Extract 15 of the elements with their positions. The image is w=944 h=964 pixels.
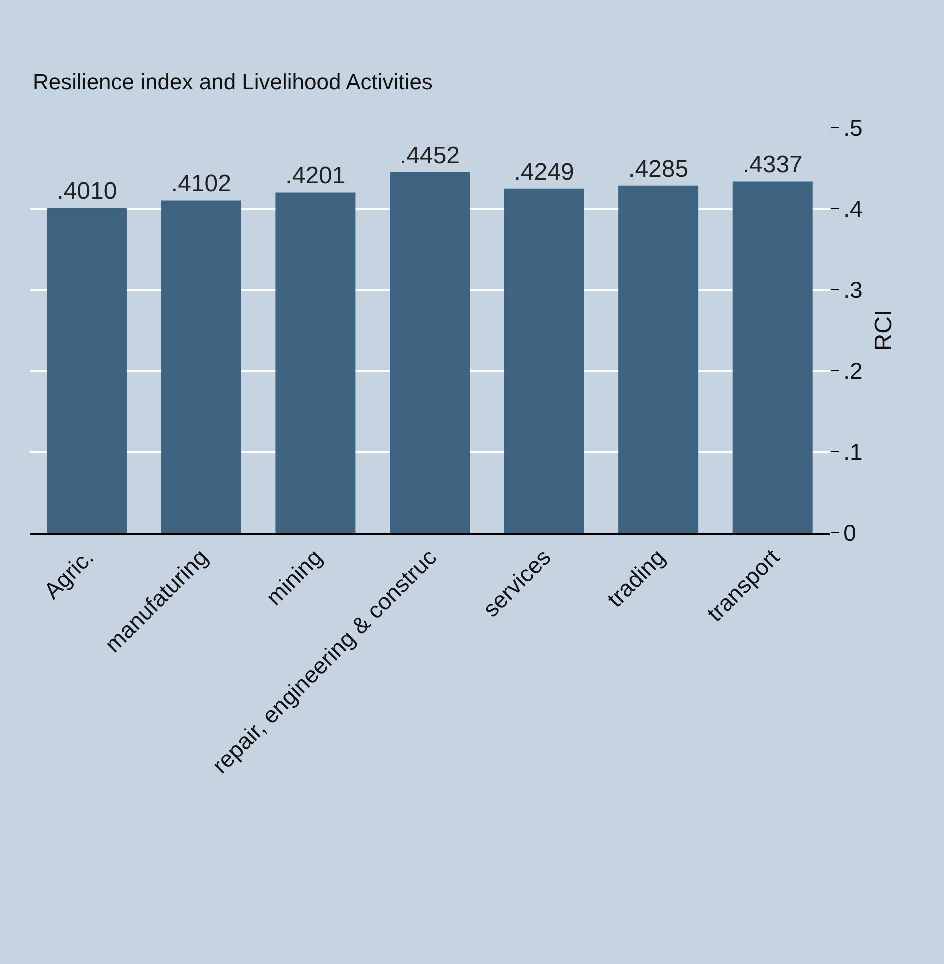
y-tick-label: .4 bbox=[844, 196, 863, 222]
data-label: .4249 bbox=[514, 158, 574, 186]
chart-title: Resilience index and Livelihood Activities bbox=[33, 70, 433, 95]
y-axis-title: RCI bbox=[870, 310, 898, 352]
y-tick-label: .2 bbox=[844, 358, 863, 384]
y-tick-label: .3 bbox=[844, 277, 863, 304]
data-label: .4201 bbox=[286, 162, 346, 190]
data-label: .4102 bbox=[171, 170, 232, 198]
data-label: .4337 bbox=[742, 152, 803, 179]
data-label: .4010 bbox=[57, 178, 118, 206]
data-label: .4285 bbox=[628, 156, 689, 183]
y-tick-label: .1 bbox=[844, 439, 863, 466]
data-label: .4452 bbox=[400, 142, 460, 170]
y-tick-label: 0 bbox=[844, 520, 856, 546]
y-tick-label: .5 bbox=[844, 115, 863, 142]
